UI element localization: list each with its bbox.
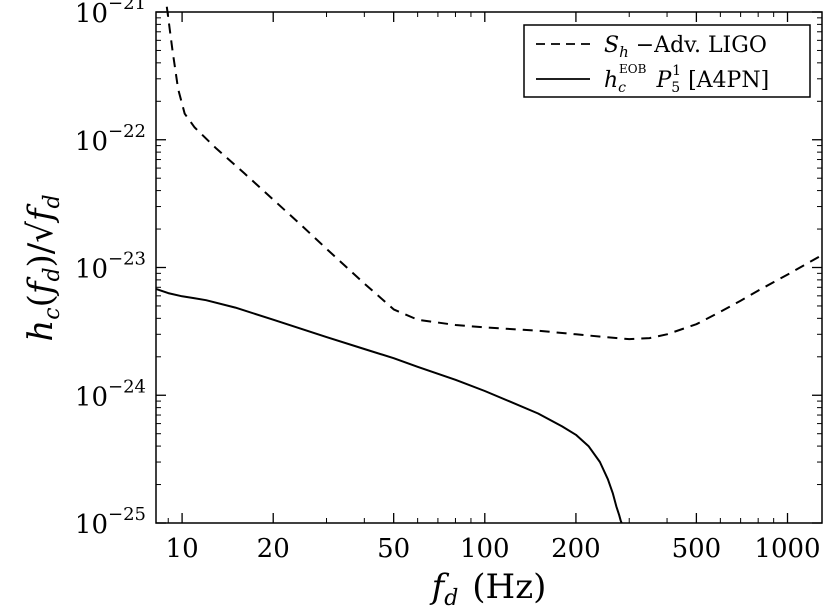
y-axis-open: ( — [21, 294, 61, 307]
x-tick-label: 200 — [551, 534, 601, 564]
legend-entry-2-rest: [A4PN] — [681, 68, 769, 93]
legend: Sh −Adv. LIGO hcEOB P51 [A4PN] — [523, 24, 811, 98]
y-axis-title: hc(fd)/√fd — [21, 194, 65, 341]
series-layer — [155, 6, 823, 524]
y-axis-den-sub: d — [40, 194, 65, 208]
y-tick-label: 10−22 — [75, 121, 146, 157]
legend-entry-2-sub: c — [618, 80, 626, 96]
x-tick-label: 50 — [377, 534, 410, 564]
legend-entry-2-main: h — [604, 68, 618, 93]
x-tick-label: 10 — [166, 534, 199, 564]
legend-entry-1: Sh −Adv. LIGO — [604, 33, 767, 61]
legend-box — [523, 24, 811, 98]
x-axis-title: fd (Hz) — [429, 567, 547, 609]
y-tick-label: 10−24 — [75, 376, 146, 412]
x-axis-var-sub: d — [444, 586, 458, 609]
legend-entry-1-main: S — [604, 33, 619, 58]
tick-layer: 10 20 50 100 200 500 1000 10−21 10−22 10−23 10−24 1… — [75, 0, 822, 564]
legend-entry-2-p: P — [655, 68, 672, 93]
x-tick-label: 20 — [257, 534, 290, 564]
y-axis-h-sub: c — [40, 307, 65, 319]
legend-entry-1-rest: −Adv. LIGO — [629, 33, 767, 58]
y-axis-h: h — [21, 320, 61, 342]
legend-entry-2-psup: 1 — [672, 63, 681, 79]
legend-entry-2: hc EOB P51 [A4PN] — [604, 62, 769, 96]
y-tick-label: 10−21 — [75, 0, 146, 29]
legend-entry-2-psub: 5 — [671, 80, 680, 96]
x-tick-label: 1000 — [754, 534, 820, 564]
y-tick-label: 10−25 — [75, 504, 146, 540]
y-axis-f-sub: d — [40, 267, 65, 281]
x-tick-label: 100 — [460, 534, 510, 564]
y-tick-label: 10−23 — [75, 249, 146, 285]
x-axis-unit: (Hz) — [472, 567, 546, 607]
series-advligo-line — [165, 6, 823, 341]
legend-entry-1-sub: h — [619, 43, 629, 61]
legend-entry-2-sup: EOB — [619, 62, 647, 76]
x-tick-label: 500 — [672, 534, 722, 564]
y-axis-close: )/√ — [21, 221, 61, 268]
series-eob-line — [155, 287, 623, 524]
